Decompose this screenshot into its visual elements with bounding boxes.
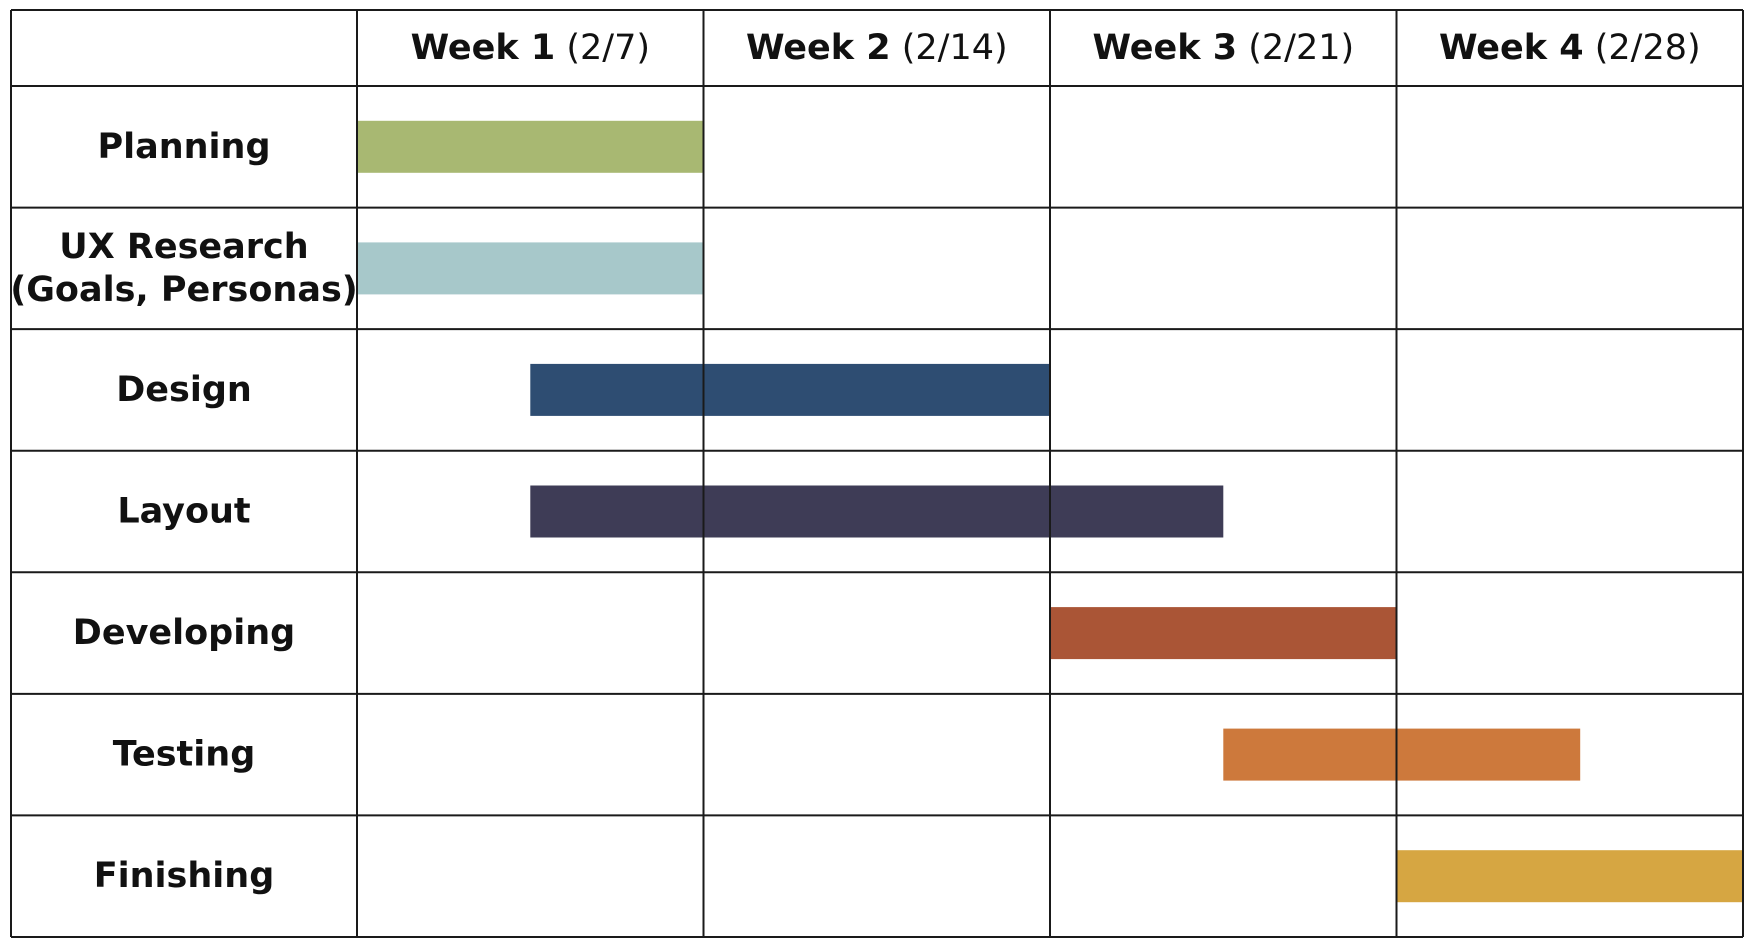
task-bar [530, 363, 1051, 416]
task-bar [357, 120, 704, 173]
task-label: Design [116, 370, 252, 410]
task-labels: Planning UX Research(Goals, Personas) Desi… [10, 127, 358, 896]
task-bar [530, 485, 1224, 538]
week-column-label: Week 3 (2/21) [1092, 28, 1354, 68]
week-number: Week 4 [1439, 28, 1584, 68]
task-bar [1396, 850, 1743, 903]
task-label: UX Research [59, 227, 308, 267]
task-label: Testing [113, 735, 256, 775]
week-date: (2/7) [555, 28, 650, 68]
week-number: Week 2 [746, 28, 891, 68]
task-label: (Goals, Personas) [10, 270, 358, 310]
week-number: Week 3 [1092, 28, 1237, 68]
task-label: Finishing [94, 856, 275, 896]
task-bar [1223, 728, 1581, 781]
week-date: (2/28) [1584, 28, 1701, 68]
task-bar [357, 242, 704, 295]
week-column-label: Week 2 (2/14) [746, 28, 1008, 68]
grid-lines [10, 9, 1744, 938]
task-label: Developing [73, 613, 295, 653]
week-column-label: Week 4 (2/28) [1439, 28, 1701, 68]
task-label: Layout [117, 492, 250, 532]
task-label: Planning [97, 127, 270, 167]
task-bars [357, 120, 1743, 903]
task-bar [1050, 607, 1397, 660]
week-number: Week 1 [411, 28, 556, 68]
week-date: (2/14) [891, 28, 1008, 68]
week-date: (2/21) [1237, 28, 1354, 68]
week-column-label: Week 1 (2/7) [411, 28, 650, 68]
week-header: Week 1 (2/7) Week 2 (2/14) Week 3 (2/21) We… [411, 28, 1701, 68]
